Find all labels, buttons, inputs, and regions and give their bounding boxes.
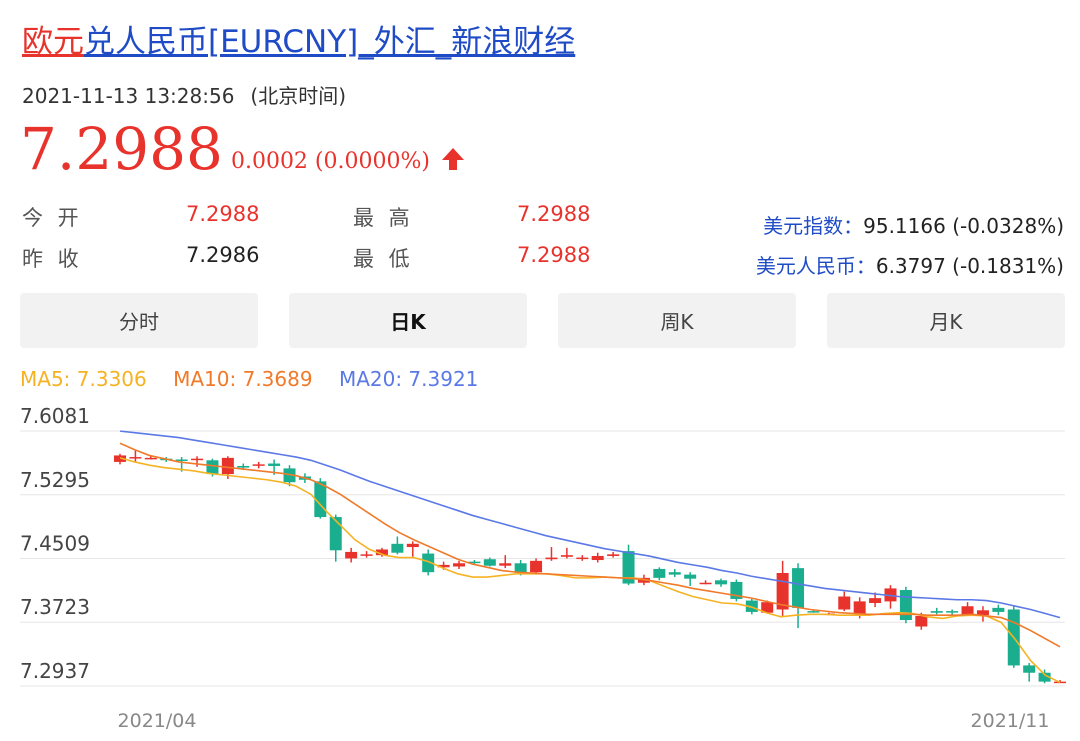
candle-body <box>530 560 543 573</box>
x-tick-label: 2021/04 <box>118 710 197 732</box>
title-link-eur[interactable]: 欧元 <box>22 24 84 60</box>
candle-body <box>422 553 435 573</box>
candle-body <box>915 615 928 627</box>
candle-body <box>391 543 404 553</box>
candle-body <box>745 600 758 612</box>
page-title[interactable]: 欧元兑人民币[EURCNY]_外汇_新浪财经 <box>22 22 575 62</box>
stat-low-label: 最 低 <box>353 247 414 271</box>
candle-body <box>406 543 419 548</box>
candle-body <box>221 457 234 475</box>
candle-body <box>792 568 805 608</box>
stat-prevclose-value: 7.2986 <box>186 243 260 267</box>
stat-high-label: 最 高 <box>353 206 414 230</box>
candle-body <box>360 554 373 556</box>
candle-body <box>144 457 157 460</box>
ma10-line <box>119 442 1061 648</box>
candle-body <box>899 590 912 621</box>
usd-index-label[interactable]: 美元指数： <box>763 214 864 238</box>
legend-ma10: MA10: 7.3689 <box>173 367 313 391</box>
candle-body <box>961 606 974 615</box>
candle-body <box>668 572 681 575</box>
legend-ma20: MA20: 7.3921 <box>338 367 479 391</box>
usdcny-label[interactable]: 美元人民币： <box>755 254 876 278</box>
current-price: 7.2988 <box>20 115 223 183</box>
candle-body <box>714 580 727 585</box>
price-row: 7.2988 0.0002 (0.0000%) <box>20 110 466 182</box>
candle-body <box>976 610 989 616</box>
candle-body <box>252 464 265 466</box>
candle-body <box>607 554 620 556</box>
candle-body <box>838 596 851 610</box>
stat-high-value: 7.2988 <box>517 202 591 226</box>
ma20-line <box>119 430 1061 619</box>
y-tick-label: 7.5295 <box>20 468 90 492</box>
candle-body <box>653 568 666 578</box>
usdcny-quote: 美元人民币：6.3797 (-0.1831%) <box>756 250 1064 279</box>
timestamp-value: 2021-11-13 13:28:56 <box>22 84 235 108</box>
stat-open-label: 今 开 <box>22 206 83 230</box>
candle-body <box>946 611 959 613</box>
candle-body <box>175 459 188 461</box>
candle-body <box>468 561 481 564</box>
candle-body <box>499 563 512 566</box>
candle-body <box>869 598 882 603</box>
candle-body <box>684 574 697 579</box>
candle-body <box>483 559 496 566</box>
ma5-line <box>119 457 1061 684</box>
stat-prevclose-label: 昨 收 <box>22 247 83 271</box>
candle-body <box>129 457 142 459</box>
timezone-label: (北京时间) <box>250 84 347 108</box>
candle-body <box>992 607 1005 612</box>
tab-weekly-k[interactable]: 周K <box>558 293 796 348</box>
candlestick-chart[interactable]: 7.6081 7.5295 7.4509 7.3723 7.2937 2021/04 202… <box>0 395 1080 741</box>
ma-legend: MA5: 7.3306 MA10: 7.3689 MA20: 7.3921 <box>20 367 498 391</box>
price-change: 0.0002 (0.0000%) <box>230 149 430 174</box>
tab-monthly-k[interactable]: 月K <box>827 293 1065 348</box>
candle-body <box>622 551 635 584</box>
up-arrow-icon <box>441 148 464 170</box>
candle-body <box>1023 665 1036 673</box>
stat-open-value: 7.2988 <box>186 202 260 226</box>
y-tick-label: 7.2937 <box>20 659 90 683</box>
candle-body <box>345 551 358 559</box>
tab-daily-k[interactable]: 日K <box>289 293 527 348</box>
y-tick-label: 7.6081 <box>20 404 90 428</box>
y-tick-label: 7.4509 <box>20 531 90 555</box>
usd-index-value: 95.1166 (-0.0328%) <box>863 214 1064 238</box>
candle-body <box>761 602 774 613</box>
title-link-symbol[interactable]: [EURCNY]_外汇_新浪财经 <box>208 24 576 60</box>
title-link-cny[interactable]: 兑人民币 <box>84 24 208 60</box>
usdcny-value: 6.3797 (-0.1831%) <box>875 254 1064 278</box>
candle-body <box>545 557 558 560</box>
candle-body <box>807 611 820 613</box>
candle-body <box>437 564 450 568</box>
candle-body <box>268 463 281 466</box>
legend-ma5: MA5: 7.3306 <box>20 367 147 391</box>
candle-body <box>237 465 250 468</box>
stat-low-value: 7.2988 <box>517 243 591 267</box>
quote-timestamp: 2021-11-13 13:28:56 (北京时间) <box>22 80 346 109</box>
y-tick-label: 7.3723 <box>20 595 90 619</box>
candle-body <box>576 557 589 560</box>
candle-body <box>1038 672 1051 682</box>
candle-body <box>853 601 866 614</box>
chart-tabs: 分时 日K 周K 月K <box>20 293 1065 348</box>
candle-body <box>375 549 388 556</box>
candle-body <box>206 460 219 475</box>
candle-body <box>453 563 466 567</box>
x-tick-label: 2021/11 <box>971 710 1050 732</box>
candle-body <box>514 563 527 573</box>
candle-body <box>191 458 204 461</box>
candle-body <box>930 611 943 613</box>
candle-body <box>699 582 712 585</box>
candle-body <box>329 517 342 551</box>
candle-body <box>591 555 604 561</box>
tab-intraday[interactable]: 分时 <box>20 293 258 348</box>
candle-body <box>560 555 573 557</box>
usd-index: 美元指数：95.1166 (-0.0328%) <box>763 210 1064 239</box>
